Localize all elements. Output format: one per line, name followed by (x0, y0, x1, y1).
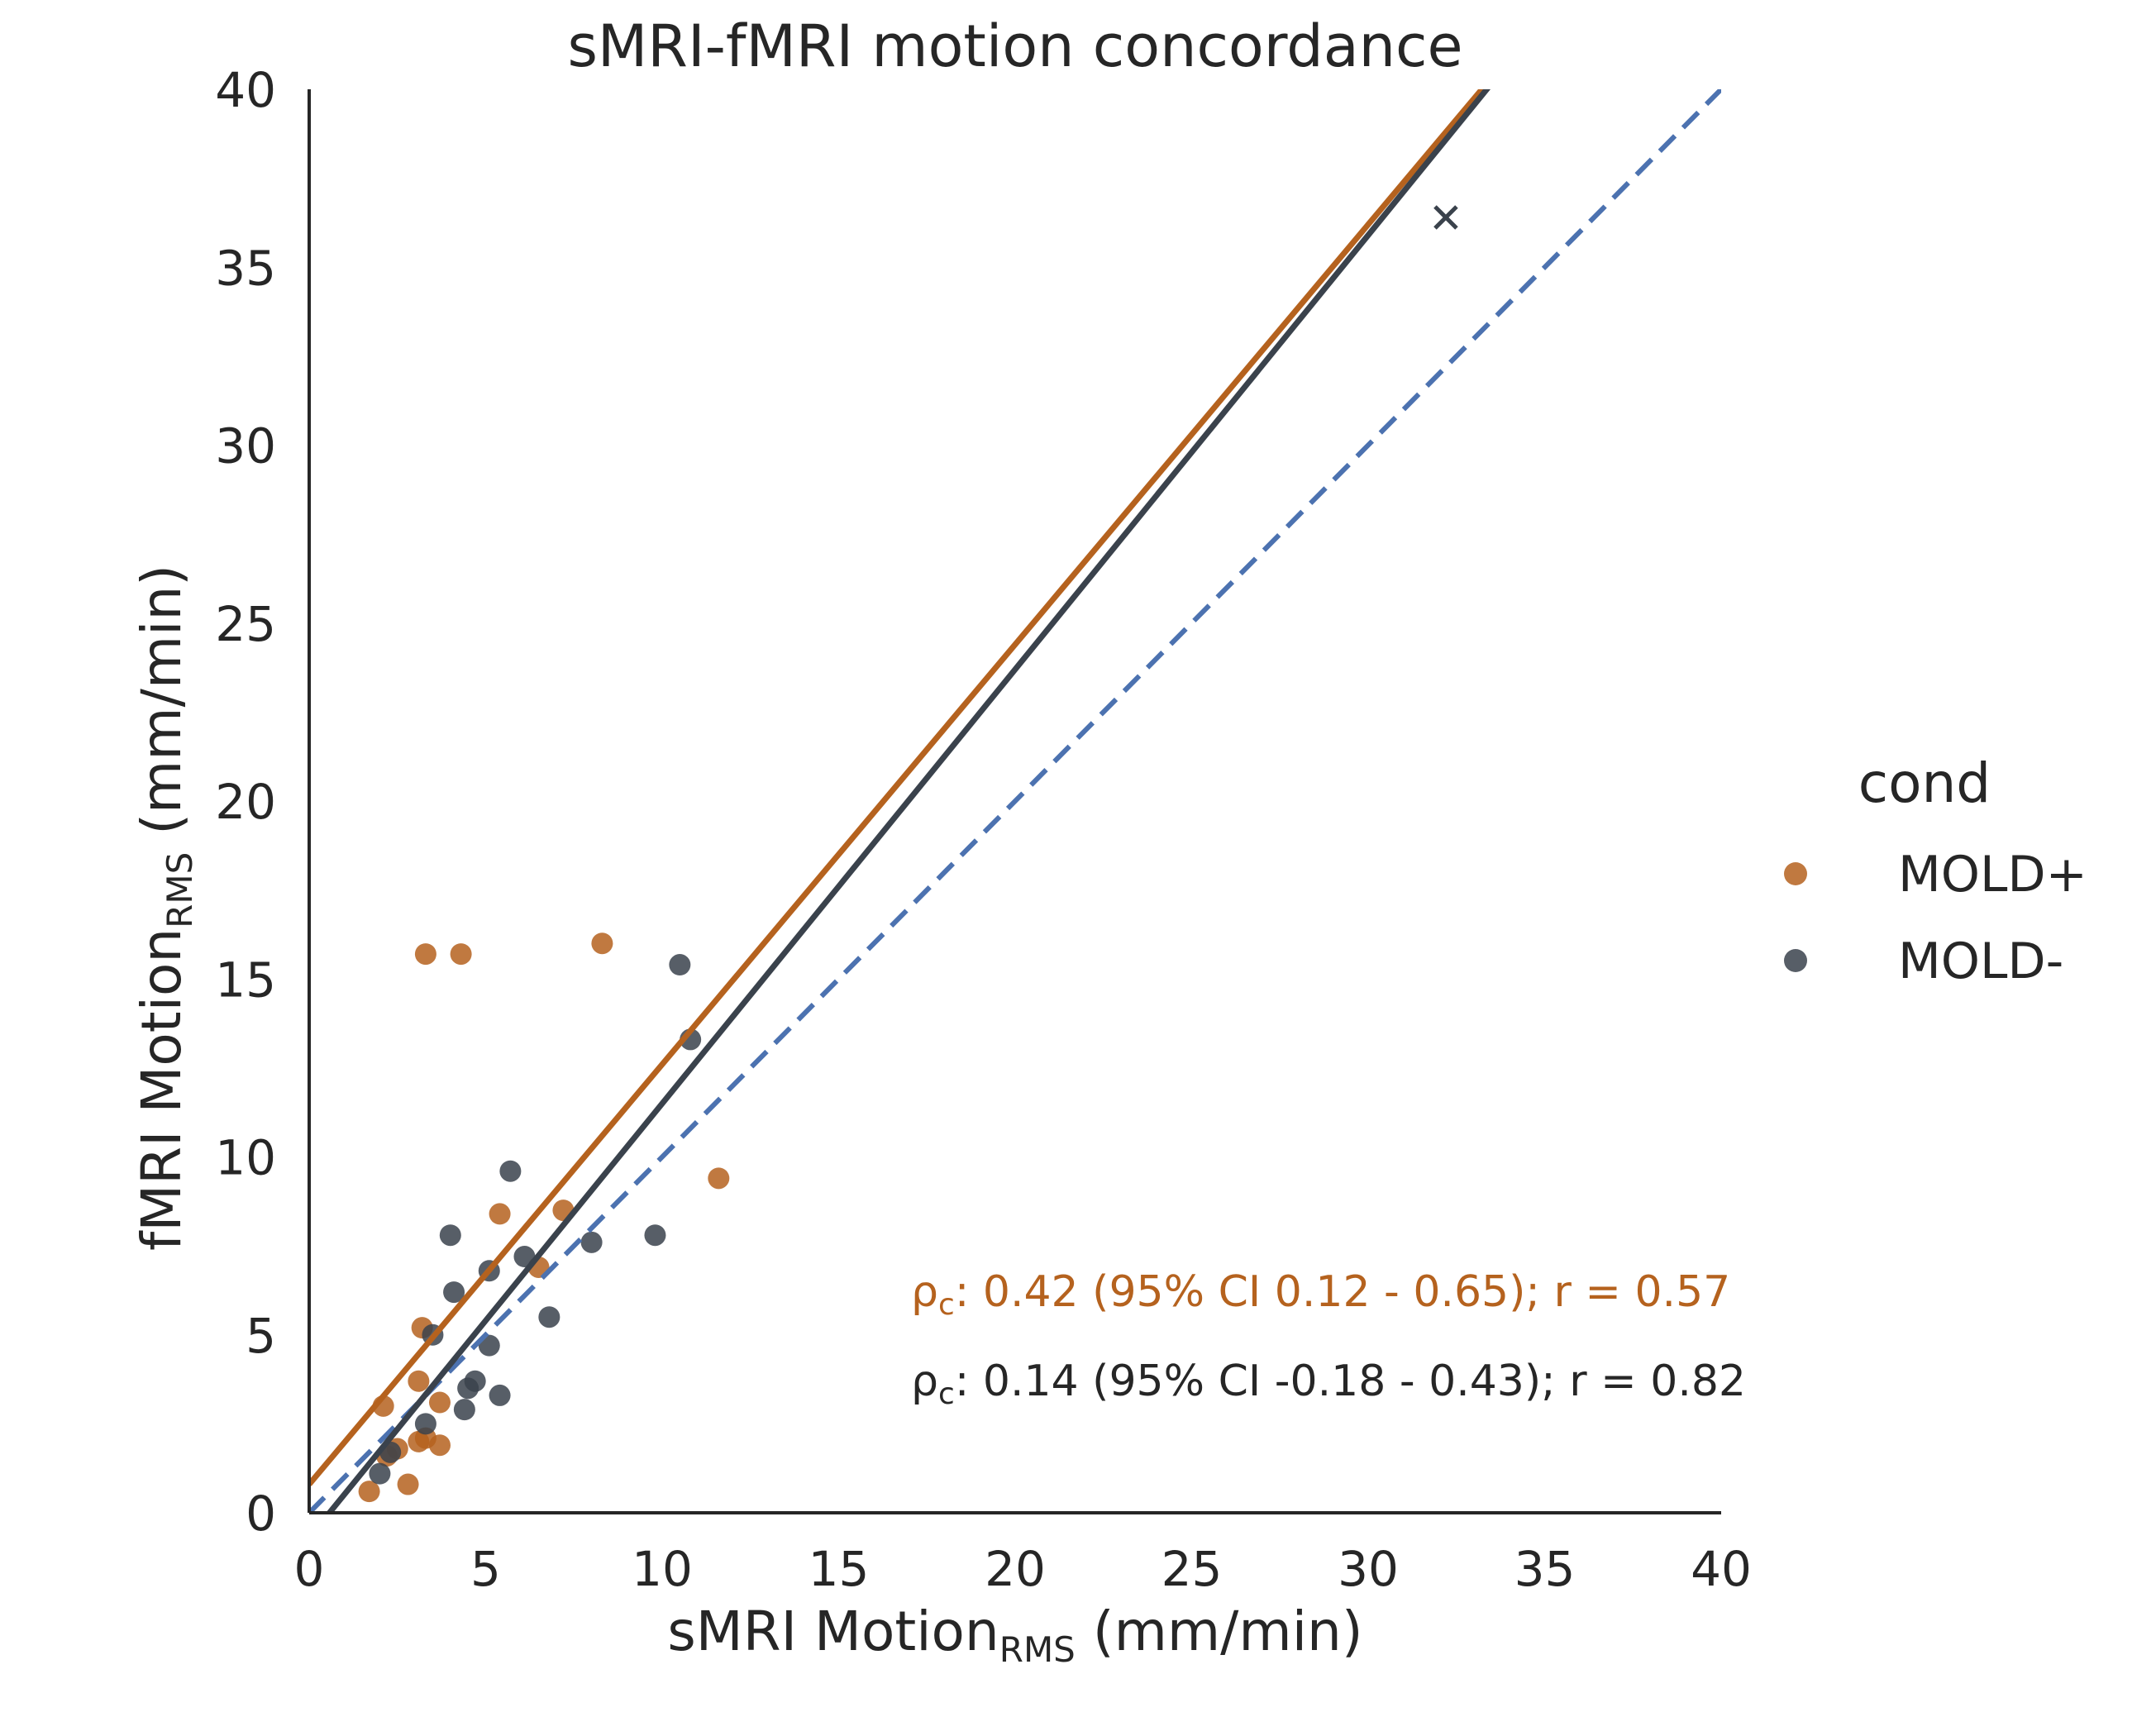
data-point (489, 1203, 511, 1225)
x-axis-title: sMRI MotionRMS (mm/min) (667, 1600, 1362, 1670)
y-tick-label: 5 (246, 1308, 276, 1364)
legend-marker-mold-minus (1784, 949, 1807, 972)
y-tick-label: 25 (215, 596, 276, 652)
annotation-mold-minus: ρc: 0.14 (95% CI -0.18 - 0.43); r = 0.82 (911, 1357, 1746, 1411)
y-axis-title: fMRI MotionRMS (mm/min) (130, 565, 200, 1251)
y-axis-title-unit: (mm/min) (130, 565, 193, 852)
x-tick-label: 30 (1338, 1541, 1399, 1597)
annotation-mold-plus: ρc: 0.42 (95% CI 0.12 - 0.65); r = 0.57 (911, 1267, 1730, 1322)
data-point (443, 1281, 465, 1304)
data-point (428, 1391, 451, 1414)
x-tick-label: 10 (632, 1541, 693, 1597)
data-point (369, 1462, 391, 1485)
x-tick-label: 40 (1691, 1541, 1752, 1597)
x-axis-title-unit: (mm/min) (1076, 1600, 1363, 1663)
data-point (499, 1160, 522, 1182)
x-axis-ticks: 0 5 10 15 20 25 30 35 40 (294, 1541, 1752, 1597)
data-point (538, 1306, 560, 1328)
outlier-marker (1433, 205, 1458, 230)
y-tick-label: 15 (215, 951, 276, 1008)
y-tick-label: 30 (215, 418, 276, 475)
annotation-mold-minus-text: ρc: 0.14 (95% CI -0.18 - 0.43); r = 0.82 (911, 1357, 1746, 1411)
data-point (397, 1473, 419, 1495)
data-point (428, 1434, 451, 1457)
x-tick-label: 35 (1514, 1541, 1576, 1597)
identity-line (309, 89, 1721, 1513)
y-axis-title-main: fMRI Motion (130, 928, 193, 1251)
data-point (414, 1413, 436, 1435)
x-tick-label: 15 (808, 1541, 870, 1597)
annotation-mold-plus-text: ρc: 0.42 (95% CI 0.12 - 0.65); r = 0.57 (911, 1267, 1730, 1322)
y-axis-title-sub: RMS (160, 852, 200, 928)
data-point (708, 1167, 730, 1190)
x-tick-label: 20 (985, 1541, 1046, 1597)
regression-line-mold-plus (309, 89, 1486, 1486)
data-point (453, 1399, 475, 1421)
regression-line-mold-minus (325, 89, 1491, 1513)
data-point (489, 1384, 511, 1406)
chart-title: sMRI-fMRI motion concordance (567, 12, 1462, 80)
data-point (644, 1224, 666, 1247)
y-tick-label: 10 (215, 1130, 276, 1186)
legend-label-mold-minus: MOLD- (1898, 932, 2063, 990)
legend: cond MOLD+ MOLD- (1784, 751, 2087, 990)
x-axis-title-main: sMRI Motion (667, 1600, 999, 1663)
y-tick-label: 0 (246, 1486, 276, 1542)
x-tick-label: 25 (1161, 1541, 1223, 1597)
data-point (439, 1224, 461, 1247)
series-mold-plus-points (358, 932, 730, 1503)
plot-area (308, 89, 1721, 1514)
fit-lines (309, 89, 1721, 1513)
data-point (464, 1370, 486, 1392)
y-axis-ticks: 0 5 10 15 20 25 30 35 40 (215, 62, 276, 1542)
data-point (450, 943, 472, 966)
y-tick-label: 40 (215, 62, 276, 118)
legend-label-mold-plus: MOLD+ (1898, 846, 2087, 904)
legend-marker-mold-plus (1784, 862, 1807, 885)
legend-title: cond (1858, 751, 1991, 815)
data-point (580, 1231, 603, 1253)
y-tick-label: 20 (215, 774, 276, 830)
x-axis-title-sub: RMS (999, 1629, 1076, 1670)
x-tick-label: 0 (294, 1541, 325, 1597)
y-tick-label: 35 (215, 240, 276, 296)
data-point (358, 1481, 380, 1503)
x-tick-label: 5 (470, 1541, 501, 1597)
data-point (414, 943, 436, 966)
data-point (591, 932, 613, 955)
data-point (408, 1370, 430, 1392)
data-point (669, 954, 691, 976)
